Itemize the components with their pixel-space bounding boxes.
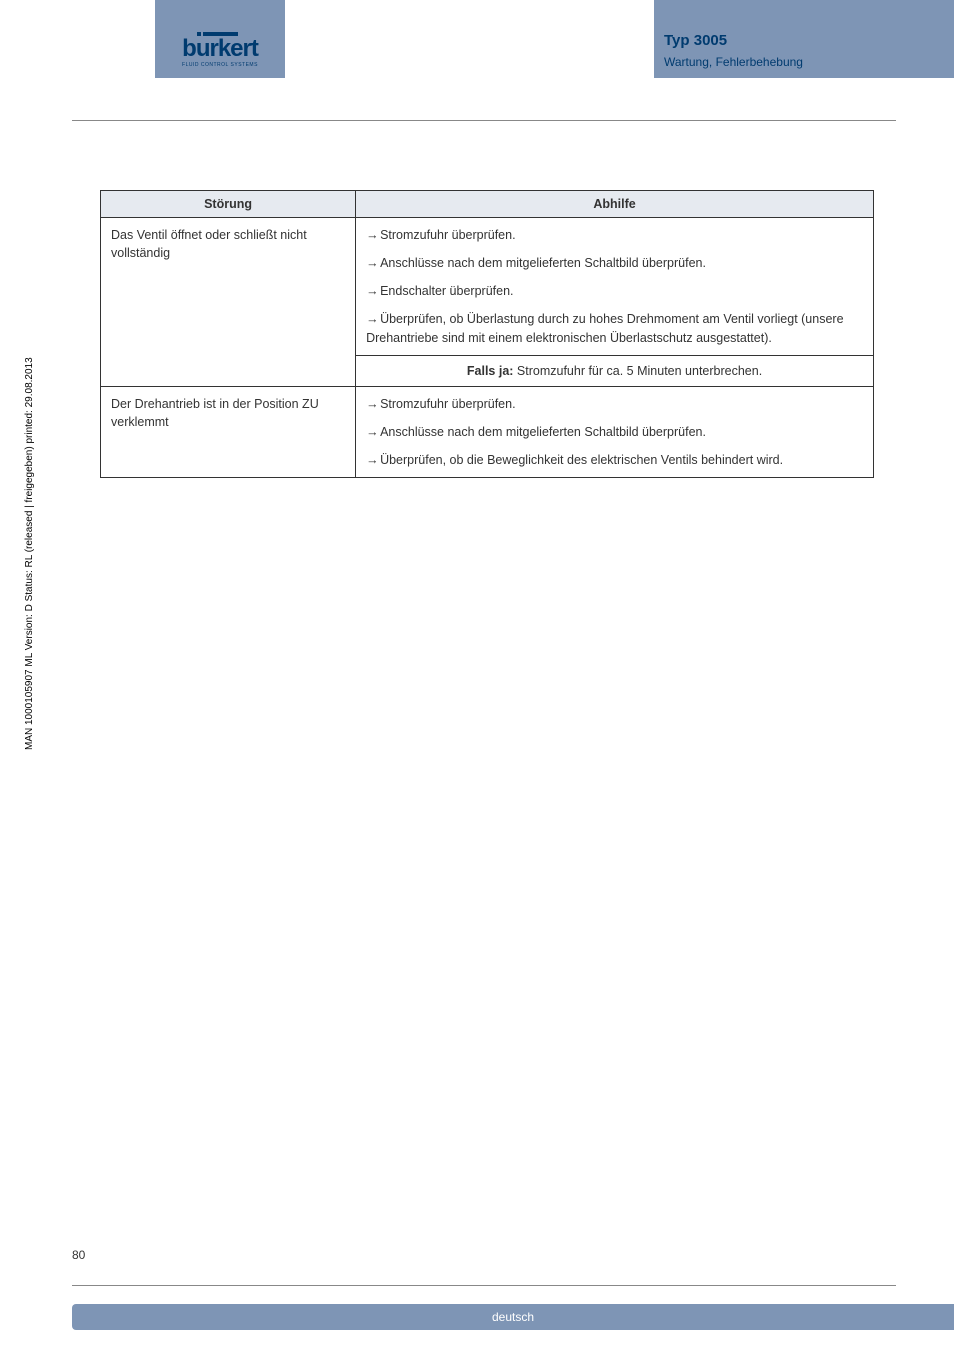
falls-cell: Falls ja: Stromzufuhr für ca. 5 Minuten … bbox=[356, 355, 874, 386]
remedy-text: Überprüfen, ob Überlastung durch zu hohe… bbox=[366, 312, 843, 344]
troubleshooting-table: Störung Abhilfe Das Ventil öffnet oder s… bbox=[100, 190, 874, 478]
arrow-icon: → bbox=[366, 282, 380, 300]
remedy-text: Stromzufuhr überprüfen. bbox=[380, 228, 516, 242]
arrow-icon: → bbox=[366, 451, 380, 469]
remedy-item: →Stromzufuhr überprüfen. bbox=[366, 395, 863, 413]
logo: burkert FLUID CONTROL SYSTEMS bbox=[165, 32, 275, 68]
remedy-item: →Anschlüsse nach dem mitgelieferten Scha… bbox=[366, 254, 863, 272]
remedy-text: Endschalter überprüfen. bbox=[380, 284, 513, 298]
arrow-icon: → bbox=[366, 226, 380, 244]
fault-cell: Der Drehantrieb ist in der Position ZU v… bbox=[101, 386, 356, 477]
table-header-row: Störung Abhilfe bbox=[101, 191, 874, 218]
header-right: Typ 3005 Wartung, Fehlerbehebung bbox=[664, 32, 894, 69]
remedy-cell: →Stromzufuhr überprüfen. →Anschlüsse nac… bbox=[356, 218, 874, 356]
header-rule bbox=[72, 120, 896, 121]
page-number: 80 bbox=[72, 1248, 85, 1262]
falls-label: Falls ja: bbox=[467, 364, 514, 378]
col-header-fault: Störung bbox=[101, 191, 356, 218]
falls-text: Stromzufuhr für ca. 5 Minuten unterbrech… bbox=[513, 364, 762, 378]
arrow-icon: → bbox=[366, 423, 380, 441]
remedy-item: →Überprüfen, ob Überlastung durch zu hoh… bbox=[366, 310, 863, 346]
logo-mark bbox=[203, 32, 238, 36]
remedy-text: Anschlüsse nach dem mitgelieferten Schal… bbox=[380, 425, 706, 439]
arrow-icon: → bbox=[366, 395, 380, 413]
page-subtitle: Wartung, Fehlerbehebung bbox=[664, 55, 894, 69]
remedy-item: →Anschlüsse nach dem mitgelieferten Scha… bbox=[366, 423, 863, 441]
remedy-item: →Stromzufuhr überprüfen. bbox=[366, 226, 863, 244]
col-header-remedy: Abhilfe bbox=[356, 191, 874, 218]
fault-cell: Das Ventil öffnet oder schließt nicht vo… bbox=[101, 218, 356, 387]
arrow-icon: → bbox=[366, 310, 380, 328]
remedy-cell: →Stromzufuhr überprüfen. →Anschlüsse nac… bbox=[356, 386, 874, 477]
footer-bar: deutsch bbox=[72, 1304, 954, 1330]
remedy-item: →Überprüfen, ob die Beweglichkeit des el… bbox=[366, 451, 863, 469]
remedy-item: →Endschalter überprüfen. bbox=[366, 282, 863, 300]
logo-text: burkert bbox=[165, 37, 275, 61]
footer-text: deutsch bbox=[492, 1310, 534, 1324]
remedy-text: Stromzufuhr überprüfen. bbox=[380, 397, 516, 411]
arrow-icon: → bbox=[366, 254, 380, 272]
remedy-text: Anschlüsse nach dem mitgelieferten Schal… bbox=[380, 256, 706, 270]
remedy-text: Überprüfen, ob die Beweglichkeit des ele… bbox=[380, 453, 783, 467]
table-row: Der Drehantrieb ist in der Position ZU v… bbox=[101, 386, 874, 477]
footer-rule bbox=[72, 1285, 896, 1286]
sidebar-metadata: MAN 1000105907 ML Version: D Status: RL … bbox=[24, 357, 35, 750]
table-row: Das Ventil öffnet oder schließt nicht vo… bbox=[101, 218, 874, 356]
logo-subtitle: FLUID CONTROL SYSTEMS bbox=[165, 62, 275, 68]
type-title: Typ 3005 bbox=[664, 32, 894, 49]
content: Störung Abhilfe Das Ventil öffnet oder s… bbox=[100, 190, 874, 478]
